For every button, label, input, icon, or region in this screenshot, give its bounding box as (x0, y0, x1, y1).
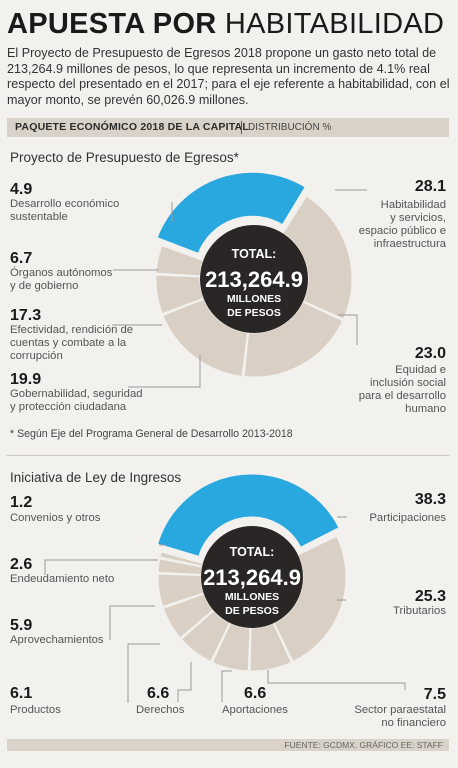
headline: APUESTA POR HABITABILIDAD (7, 8, 444, 41)
chart1-title: Proyecto de Presupuesto de Egresos* (10, 150, 239, 165)
chart2-slice-0 (157, 473, 340, 557)
source-bar: FUENTE: GCDMX. GRÁFICO EE: STAFF (7, 739, 449, 751)
c2-value-derechos: 6.6 (147, 685, 170, 702)
c1-value-gobernabilidad: 19.9 (10, 371, 42, 388)
c1-value-efectividad: 17.3 (10, 307, 42, 324)
band-subtitle: DISTRIBUCIÓN % (248, 122, 332, 133)
c2-label-participaciones: Participaciones (369, 512, 446, 524)
c2-label-aprovechamientos: Aprovechamientos (10, 634, 104, 646)
c2-label-convenios: Convenios y otros (10, 512, 101, 524)
chart2-total-label: TOTAL: (230, 545, 275, 559)
c1-label-desarrollo: Desarrollo económico sustentable (10, 198, 120, 223)
c2-value-tributarios: 25.3 (414, 588, 446, 605)
section-divider (7, 455, 449, 456)
c2-value-aprovechamientos: 5.9 (10, 617, 33, 634)
section-band: PAQUETE ECONÓMICO 2018 DE LA CAPITAL DIS… (7, 118, 449, 137)
band-separator (241, 121, 242, 134)
c2-value-endeudamiento: 2.6 (10, 556, 33, 573)
chart1-slice-0 (156, 171, 306, 255)
c1-value-desarrollo: 4.9 (10, 181, 33, 198)
chart2-center-disc (201, 526, 303, 628)
band-title: PAQUETE ECONÓMICO 2018 DE LA CAPITAL (15, 121, 249, 133)
c2-label-productos: Productos (10, 704, 61, 716)
c1-label-habitabilidad: Habitabilidad y servicios, espacio público… (358, 199, 446, 250)
c2-value-convenios: 1.2 (10, 494, 33, 511)
chart1-center-disc (200, 225, 308, 333)
chart1-total-unit-2: DE PESOS (227, 307, 281, 319)
chart2-total-unit-2: DE PESOS (225, 605, 279, 617)
chart2-title: Iniciativa de Ley de Ingresos (10, 470, 182, 485)
chart1-leader-2 (128, 355, 201, 388)
chart2-leader-7 (44, 559, 158, 575)
c1-value-organos: 6.7 (10, 250, 33, 267)
c2-value-paraestatal: 7.5 (423, 686, 446, 703)
c2-value-aportaciones: 6.6 (244, 685, 267, 702)
c2-value-participaciones: 38.3 (414, 491, 446, 508)
c1-label-organos: Órganos autónomos y de gobierno (10, 267, 113, 292)
chart1-total-amount: 213,264.9 (205, 267, 303, 292)
chart1-total-label: TOTAL: (232, 247, 277, 261)
intro-paragraph: El Proyecto de Presupuesto de Egresos 20… (7, 46, 450, 107)
c1-value-equidad: 23.0 (414, 345, 446, 362)
chart1-footnote: * Según Eje del Programa General de Desa… (10, 428, 293, 440)
chart2-leader-6 (109, 605, 155, 640)
chart1-leader-1 (338, 314, 358, 345)
c2-label-endeudamiento: Endeudamiento neto (10, 573, 115, 585)
c2-label-tributarios: Tributarios (393, 605, 446, 617)
c1-label-equidad: Equidad e inclusión social para el desarro… (358, 364, 446, 415)
source-credit: FUENTE: GCDMX. GRÁFICO EE: STAFF (284, 740, 443, 750)
headline-bold: APUESTA POR (7, 8, 217, 40)
chart1-total-unit-1: MILLONES (227, 293, 281, 305)
chart2-leader-5 (127, 643, 160, 703)
chart2-leader-4 (177, 662, 192, 702)
chart2-leader-2 (267, 670, 406, 690)
headline-light: HABITABILIDAD (224, 8, 445, 40)
c2-label-aportaciones: Aportaciones (222, 704, 288, 716)
c1-label-gobernabilidad: Gobernabilidad, seguridad y protección ci… (10, 388, 143, 413)
c1-value-habitabilidad: 28.1 (414, 178, 446, 195)
c2-value-productos: 6.1 (10, 685, 33, 702)
chart2-leader-3 (221, 670, 232, 702)
chart2-total-unit-1: MILLONES (225, 591, 279, 603)
c1-label-efectividad: Efectividad, rendición de cuentas y comba… (10, 324, 134, 362)
chart1-slice-1 (282, 195, 353, 320)
c2-label-paraestatal: Sector paraestatal no financiero (354, 704, 446, 729)
chart2-total-amount: 213,264.9 (203, 565, 301, 590)
c2-label-derechos: Derechos (136, 704, 185, 716)
